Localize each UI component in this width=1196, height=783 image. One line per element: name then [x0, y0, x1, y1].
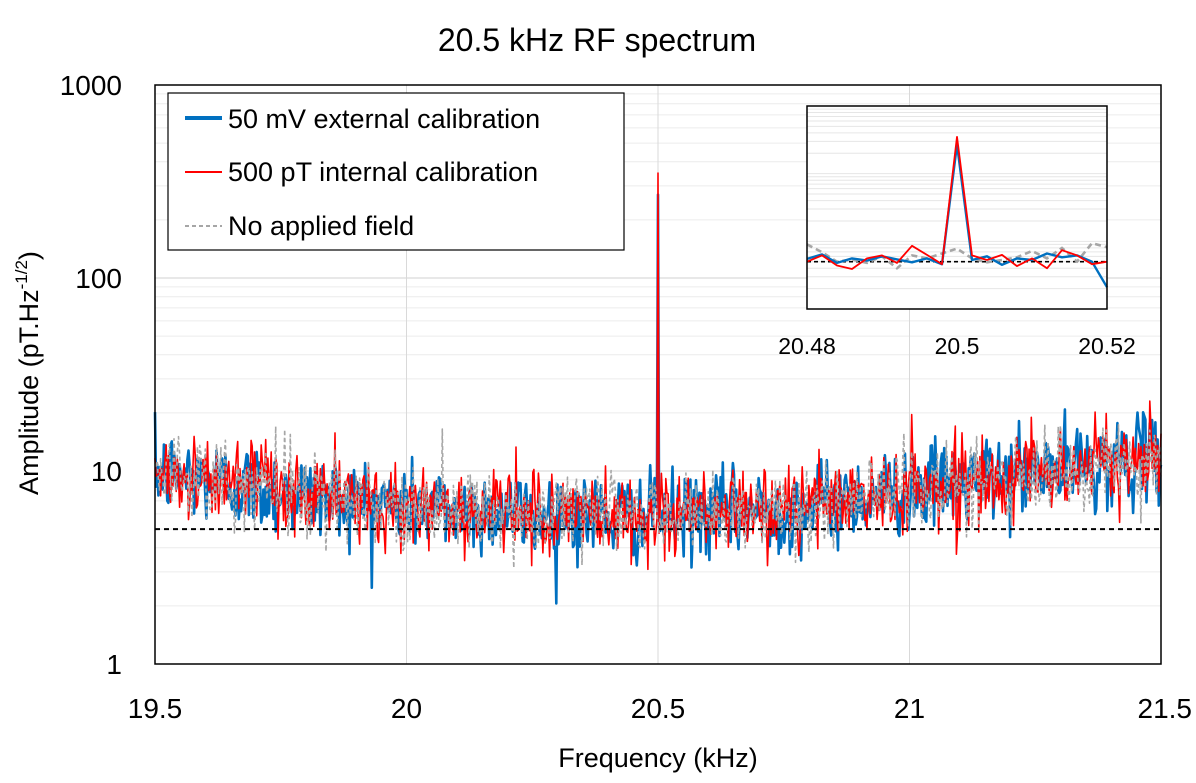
x-tick-label: 20	[391, 693, 422, 724]
y-tick-label: 100	[75, 263, 122, 294]
x-axis-ticks: 19.5 20 20.5 21 21.5	[128, 693, 1192, 724]
legend: 50 mV external calibration 500 pT intern…	[167, 92, 625, 251]
inset-line-internal-calibration	[806, 136, 1108, 270]
inset-x-tick-label: 20.48	[778, 333, 836, 359]
x-tick-label: 21	[894, 693, 925, 724]
y-axis-label-exponent: -1/2	[12, 260, 31, 289]
x-tick-label: 20.5	[631, 693, 686, 724]
legend-box	[167, 92, 625, 251]
y-axis-ticks: 1 10 100 1000	[60, 70, 122, 680]
y-tick-label: 1000	[60, 70, 122, 101]
series-line-internal-calibration	[154, 172, 1162, 571]
inset-x-tick-label: 20.52	[1078, 333, 1136, 359]
inset-x-tick-label: 20.5	[935, 333, 980, 359]
legend-label-external: 50 mV external calibration	[228, 104, 540, 134]
chart-title: 20.5 kHz RF spectrum	[438, 22, 756, 58]
inset-x-ticks: 20.48 20.5 20.52	[778, 333, 1136, 359]
inset-border	[806, 105, 1108, 310]
y-axis-label: Amplitude (pT.Hz-1/2)	[12, 251, 44, 495]
x-tick-label: 19.5	[128, 693, 183, 724]
series-line-no-applied-field	[154, 424, 1162, 569]
inset-chart: 20.48 20.5 20.52	[778, 105, 1136, 359]
y-axis-label-suffix: )	[14, 251, 44, 260]
main-series	[153, 172, 1163, 605]
inset-series	[806, 136, 1109, 288]
inset-grid	[807, 108, 1107, 290]
y-axis-label-main: Amplitude (pT.Hz	[14, 289, 44, 495]
y-tick-label: 10	[91, 456, 122, 487]
plot-area-border	[154, 84, 1162, 665]
inset-line-no-applied-field	[806, 241, 1108, 270]
legend-label-internal: 500 pT internal calibration	[228, 157, 538, 187]
y-tick-label: 1	[106, 649, 122, 680]
legend-label-no-field: No applied field	[228, 211, 414, 241]
x-tick-label: 21.5	[1138, 693, 1193, 724]
x-axis-label: Frequency (kHz)	[558, 743, 758, 773]
